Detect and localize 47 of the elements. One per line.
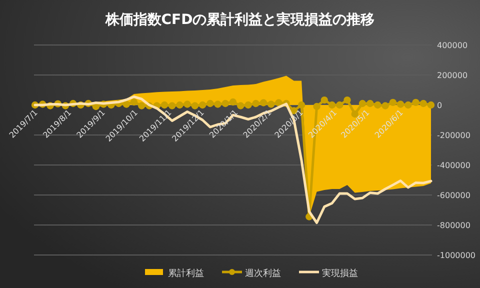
point <box>222 100 229 108</box>
point <box>214 100 222 108</box>
chart-title: 株価指数CFDの累計利益と実現損益の推移 <box>104 11 375 28</box>
y-tick-label: -800000 <box>437 221 470 230</box>
point <box>122 100 130 108</box>
point <box>184 100 191 108</box>
point <box>206 100 214 108</box>
y-tick-label: -400000 <box>437 161 470 170</box>
point <box>237 102 244 110</box>
point <box>336 101 344 109</box>
point <box>229 98 237 106</box>
point <box>328 101 336 109</box>
point <box>267 100 275 108</box>
point <box>298 101 306 109</box>
y-tick-label: 0 <box>437 101 442 110</box>
y-tick-label: -1000000 <box>437 251 476 260</box>
point <box>176 101 184 109</box>
legend-label: 週次利益 <box>245 268 281 279</box>
point <box>260 99 268 106</box>
point <box>396 100 404 108</box>
legend-label: 累計利益 <box>168 268 204 279</box>
point <box>252 100 260 108</box>
point <box>366 100 374 108</box>
point <box>244 101 252 109</box>
point <box>191 102 199 110</box>
point <box>198 101 206 109</box>
point <box>168 102 176 110</box>
y-tick-label: -600000 <box>437 191 470 200</box>
point <box>275 99 282 106</box>
point <box>420 100 427 108</box>
y-tick-label: 200000 <box>437 71 468 80</box>
point <box>130 98 138 106</box>
point <box>160 101 168 109</box>
point <box>320 96 328 104</box>
point <box>404 101 412 109</box>
point <box>138 102 146 110</box>
point <box>427 101 435 109</box>
point <box>412 98 420 106</box>
y-tick-label: 400000 <box>437 41 468 50</box>
point <box>374 101 382 109</box>
point <box>358 100 366 108</box>
point <box>389 98 397 106</box>
legend-label: 実現損益 <box>322 268 358 279</box>
y-tick-label: -200000 <box>437 131 470 140</box>
point <box>382 102 389 110</box>
point <box>344 96 351 104</box>
point <box>313 102 320 110</box>
